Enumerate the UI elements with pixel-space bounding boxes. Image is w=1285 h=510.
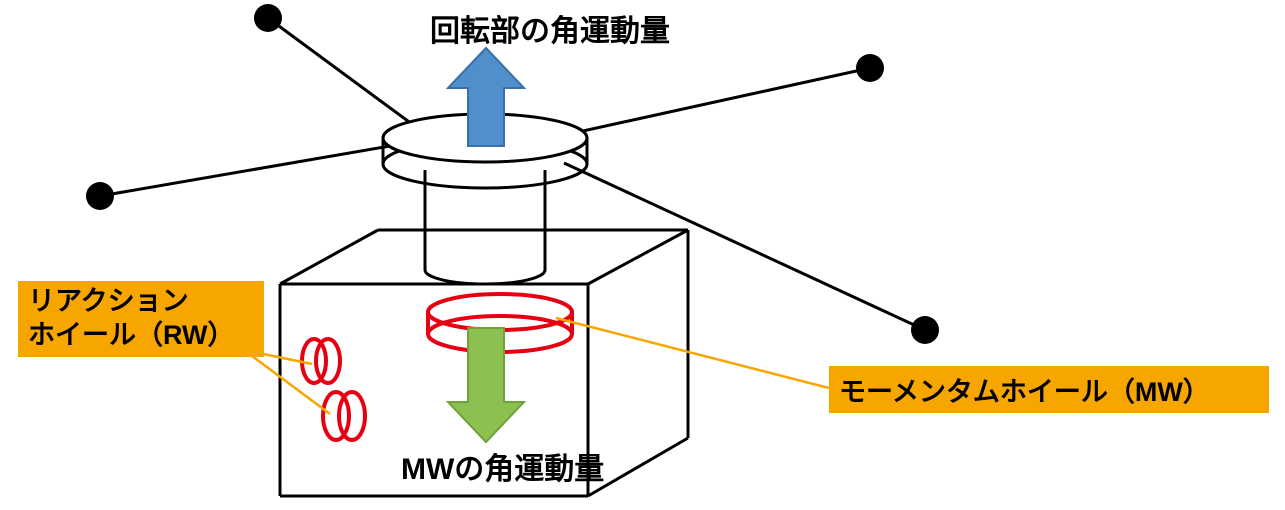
label-box-momentum-wheel: モーメンタムホイール（MW）	[829, 366, 1269, 413]
label-box-reaction-wheel: リアクション ホイール（RW）	[18, 281, 264, 357]
diagram-svg	[0, 0, 1285, 510]
label-rotor-angular-momentum: 回転部の角運動量	[430, 6, 670, 50]
label-rw-line2: ホイール（RW）	[28, 320, 235, 350]
label-rw-line1: リアクション	[28, 286, 189, 316]
label-mw-angular-momentum: MWの角運動量	[401, 444, 604, 488]
